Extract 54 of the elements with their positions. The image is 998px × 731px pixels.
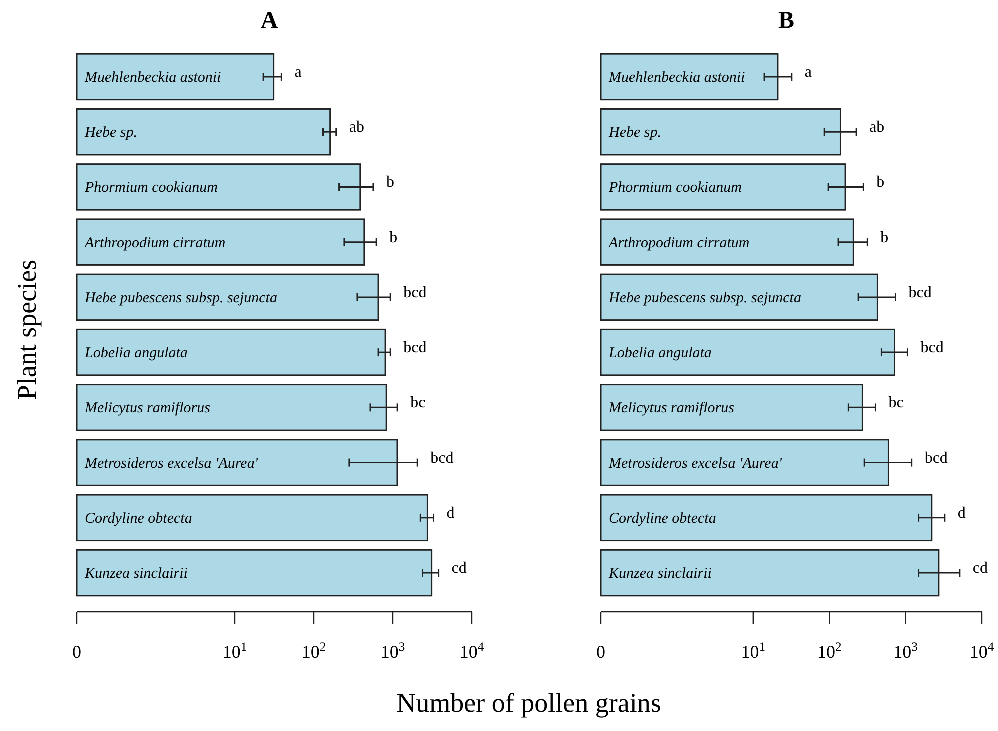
annotation: ab (349, 119, 364, 136)
x-tick-label: 10$^{3}$ (380, 640, 406, 662)
x-axis-title: Number of pollen grains (396, 688, 662, 718)
y-tick-label: Muehlenbeckia astonii (84, 70, 222, 86)
annotation: b (390, 229, 398, 246)
y-tick-label: Cordyline obtecta (85, 510, 192, 527)
y-tick-label: Hebe pubescens subsp. sejuncta (84, 290, 278, 306)
x-tick-label: 10$^{1}$ (741, 640, 766, 662)
x-tick-label: 10$^{4}$ (460, 640, 485, 662)
y-tick-label: Metrosideros excelsa 'Aurea' (84, 456, 259, 472)
annotation: d (446, 504, 455, 522)
annotation: bcd (908, 284, 932, 302)
annotation: ab (870, 119, 885, 136)
y-tick-label: Melicytus ramiflorus (84, 400, 211, 417)
y-tick-label: Lobelia angulata (84, 346, 188, 362)
y-tick-label: Hebe sp. (608, 125, 662, 142)
y-axis-title: Plant species (12, 260, 42, 400)
y-tick-label: Metrosideros excelsa 'Aurea' (608, 456, 783, 472)
annotation: d (958, 504, 966, 522)
annotation: a (294, 64, 302, 81)
x-tick-label: 10$^{3}$ (894, 640, 918, 662)
x-tick-label: 10$^{2}$ (817, 640, 842, 662)
y-tick-label: Melicytus ramiflorus (608, 400, 735, 417)
y-tick-label: Kunzea sinclairii (84, 566, 188, 582)
annotation: cd (452, 560, 467, 578)
x-tick-label: 10$^{2}$ (302, 640, 326, 662)
x-tick-label: 10$^{1}$ (222, 640, 248, 662)
annotation: bcd (404, 340, 427, 357)
annotation: bcd (920, 340, 944, 357)
annotation: bcd (404, 284, 427, 302)
y-tick-label: Cordyline obtecta (609, 510, 716, 527)
annotation: cd (972, 560, 988, 578)
y-tick-label: Muehlenbeckia astonii (608, 70, 746, 86)
annotation: bcd (430, 450, 454, 467)
annotation: b (880, 229, 889, 246)
annotation: bcd (924, 450, 948, 467)
y-tick-label: Hebe sp. (84, 125, 138, 142)
annotation: b (386, 174, 394, 192)
annotation: bc (410, 394, 426, 412)
y-tick-label: Arthropodium cirratum (608, 235, 750, 252)
x-tick-label: 0 (72, 642, 82, 662)
annotation: b (876, 174, 885, 192)
y-tick-label: Kunzea sinclairii (608, 566, 712, 582)
y-tick-label: Arthropodium cirratum (84, 235, 226, 252)
annotation: a (804, 64, 812, 81)
y-tick-label: Lobelia angulata (608, 346, 712, 362)
x-tick-label: 10$^{4}$ (970, 640, 995, 662)
chart-title: B (778, 8, 795, 34)
annotation: bc (888, 394, 904, 412)
x-tick-label: 0 (596, 642, 606, 662)
y-tick-label: Phormium cookianum (608, 180, 742, 196)
y-tick-label: Hebe pubescens subsp. sejuncta (608, 290, 802, 306)
chart-title: A (260, 8, 279, 34)
y-tick-label: Phormium cookianum (84, 180, 218, 196)
